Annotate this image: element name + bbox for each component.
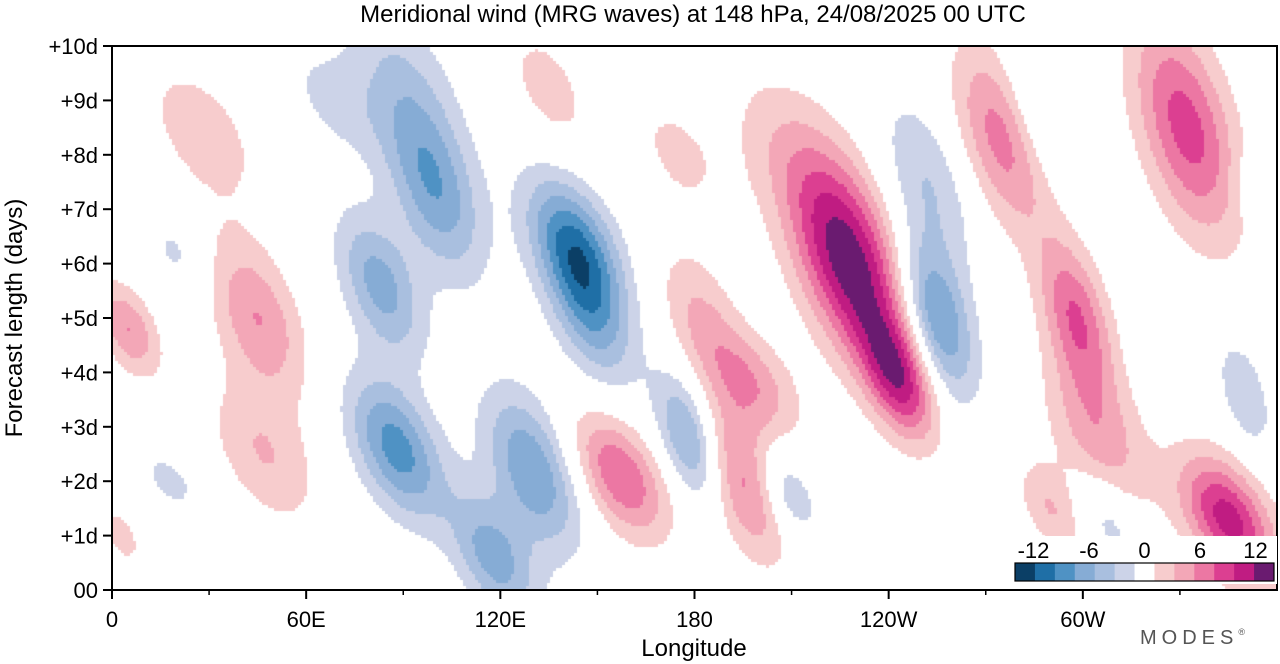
colorbar-tick-label: 0	[1138, 538, 1150, 563]
colorbar-swatch	[1054, 563, 1076, 581]
contour-canvas	[112, 46, 1277, 590]
y-axis-label: Forecast length (days)	[1, 199, 28, 438]
colorbar-swatch	[1015, 563, 1036, 581]
y-tick-label: +8d	[61, 143, 98, 168]
x-axis: 0 60E 120E 180 120W 60W	[106, 590, 1181, 632]
colorbar-swatch	[1114, 563, 1136, 581]
y-tick-label: +3d	[61, 415, 98, 440]
plot-field	[112, 46, 1277, 590]
colorbar-swatch	[1034, 563, 1056, 581]
x-tick-label: 120W	[860, 607, 918, 632]
x-tick-label: 60E	[287, 607, 326, 632]
colorbar-tick-label: 6	[1194, 538, 1206, 563]
y-tick-label: +4d	[61, 360, 98, 385]
y-tick-label: 00	[74, 578, 98, 603]
x-axis-label: Longitude	[641, 635, 746, 662]
colorbar-swatch	[1134, 563, 1155, 581]
y-tick-label: +9d	[61, 88, 98, 113]
y-tick-label: +1d	[61, 524, 98, 549]
colorbar-swatch	[1174, 563, 1195, 581]
x-tick-label: 60W	[1060, 607, 1105, 632]
y-axis: 00 +1d +2d +3d +4d +5d +6d +7d +8d +9d +10d	[48, 34, 112, 603]
colorbar-frame	[1014, 562, 1275, 582]
x-tick-label: 120E	[475, 607, 526, 632]
y-tick-label: +7d	[61, 197, 98, 222]
colorbar-tick-label: -12	[1018, 538, 1050, 563]
colorbar-swatch	[1154, 563, 1175, 581]
chart-title: Meridional wind (MRG waves) at 148 hPa, …	[360, 1, 1026, 28]
colorbar-swatch	[1254, 563, 1275, 581]
y-tick-label: +5d	[61, 306, 98, 331]
colorbar-swatch	[1234, 563, 1255, 581]
colorbar: -12 -6 0 6 12	[1012, 536, 1277, 584]
y-tick-label: +10d	[48, 34, 98, 59]
colorbar-swatch	[1074, 563, 1096, 581]
modes-brand: MODES®	[1140, 627, 1250, 649]
colorbar-tick-label: 12	[1243, 538, 1267, 563]
contour-field	[112, 46, 1277, 590]
y-tick-label: +6d	[61, 252, 98, 277]
x-tick-label: 0	[106, 607, 118, 632]
y-tick-label: +2d	[61, 469, 98, 494]
x-tick-label: 180	[676, 607, 713, 632]
colorbar-swatch	[1214, 563, 1235, 581]
colorbar-swatch	[1194, 563, 1215, 581]
colorbar-tick-label: -6	[1079, 538, 1099, 563]
colorbar-swatch	[1094, 563, 1116, 581]
